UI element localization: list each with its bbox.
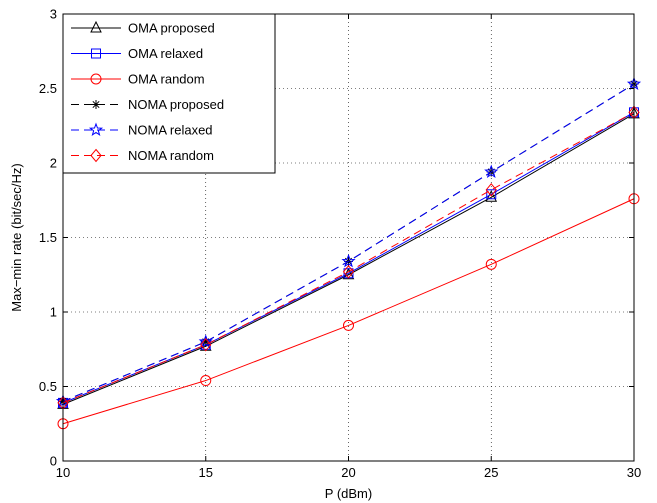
legend-item: NOMA proposed xyxy=(71,97,224,112)
x-tick-label: 10 xyxy=(56,465,70,480)
y-tick-label: 2.5 xyxy=(39,81,57,96)
series-line xyxy=(62,83,635,402)
y-tick-label: 0.5 xyxy=(39,379,57,394)
data-point xyxy=(484,164,499,178)
legend-marker xyxy=(90,73,102,85)
data-point xyxy=(485,190,498,202)
data-point xyxy=(201,337,211,347)
data-point xyxy=(343,319,354,331)
x-tick-label: 20 xyxy=(341,465,355,480)
data-point xyxy=(342,267,355,280)
series-line xyxy=(62,111,635,404)
y-tick-label: 1 xyxy=(50,305,57,320)
y-axis-label: Max−min rate (bit/sec/Hz) xyxy=(9,163,24,311)
x-tick-label: 30 xyxy=(627,465,641,480)
legend-label: OMA relaxed xyxy=(128,46,203,61)
series-line xyxy=(62,113,635,405)
x-tick-label: 15 xyxy=(199,465,213,480)
legend-label: NOMA relaxed xyxy=(128,123,213,138)
legend-label: OMA proposed xyxy=(128,21,215,36)
legend-label: NOMA random xyxy=(128,148,214,163)
data-point xyxy=(341,253,356,268)
series-line xyxy=(62,111,635,404)
data-point xyxy=(342,264,355,279)
y-tick-label: 1.5 xyxy=(39,230,57,245)
y-tick-label: 3 xyxy=(50,7,57,22)
data-point xyxy=(200,337,212,352)
series-noma-random xyxy=(57,105,640,410)
legend-marker xyxy=(88,122,104,137)
legend-label: NOMA proposed xyxy=(128,97,224,112)
data-point xyxy=(200,375,212,387)
legend-item: OMA proposed xyxy=(71,21,215,36)
data-point xyxy=(198,334,213,348)
legend-item: OMA random xyxy=(71,72,205,87)
legend-marker xyxy=(90,20,102,33)
x-axis-label: P (dBm) xyxy=(325,486,372,501)
data-point xyxy=(485,183,497,197)
y-tick-label: 2 xyxy=(50,156,57,171)
data-point xyxy=(485,258,497,270)
legend-item: NOMA random xyxy=(71,148,214,163)
legend-label: OMA random xyxy=(128,72,205,87)
legend-item: NOMA relaxed xyxy=(71,123,213,138)
legend-marker xyxy=(91,100,101,109)
legend-item: OMA relaxed xyxy=(71,46,203,61)
series-line xyxy=(62,198,635,425)
y-tick-label: 0 xyxy=(50,454,57,469)
series-oma-random xyxy=(57,193,640,430)
x-tick-label: 25 xyxy=(484,465,498,480)
legend: OMA proposed OMA relaxed OMA random NOMA pr… xyxy=(62,13,276,174)
grid-lines xyxy=(63,14,634,461)
data-point xyxy=(486,189,497,200)
legend-marker xyxy=(90,148,102,163)
legend-box xyxy=(62,13,276,174)
legend-marker xyxy=(91,48,101,59)
